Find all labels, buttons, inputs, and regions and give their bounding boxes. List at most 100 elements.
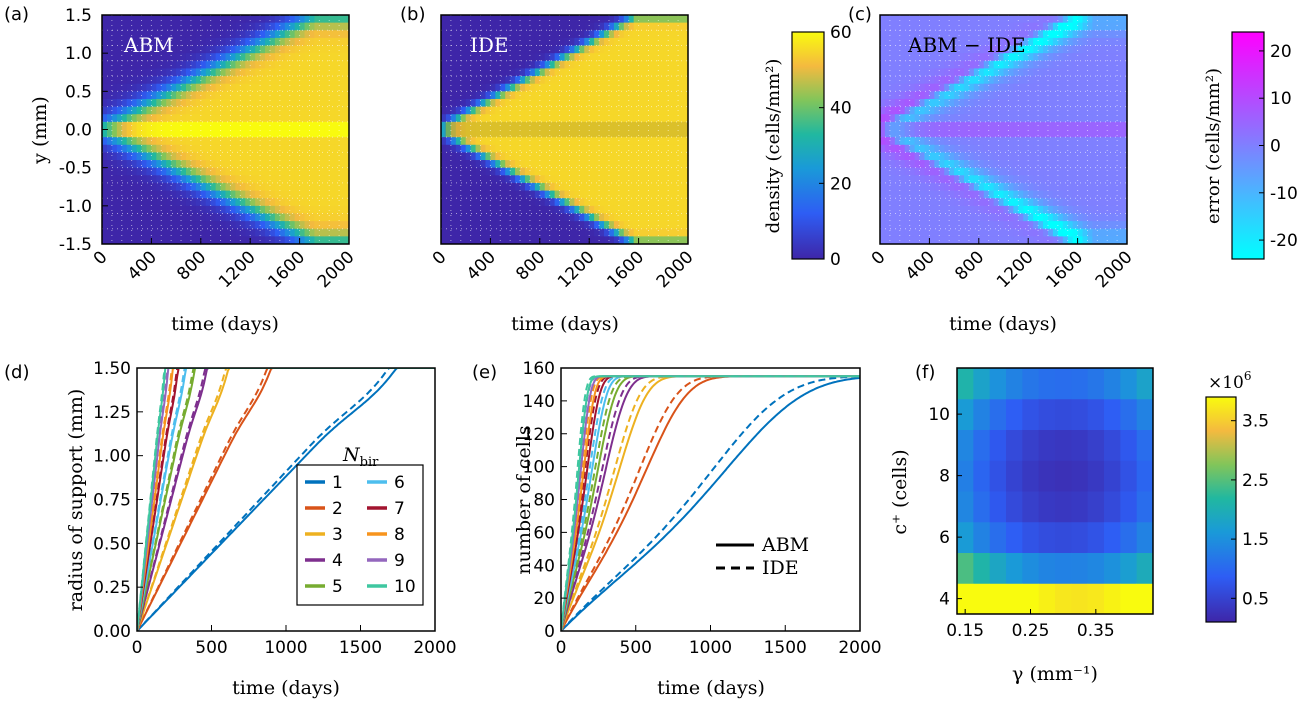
heat-cell <box>116 106 123 115</box>
heat-cell <box>1082 91 1089 100</box>
heat-cell <box>284 152 291 161</box>
heat-cell <box>633 114 640 123</box>
heat-cell <box>515 221 521 230</box>
heat-cell <box>505 15 511 24</box>
heat-cell <box>1102 205 1108 215</box>
heat-cell <box>589 160 595 169</box>
heat-cell <box>329 121 335 131</box>
heat-cell <box>663 37 669 47</box>
heat-cell <box>968 60 975 70</box>
heat-cell <box>574 98 580 108</box>
heat-cell <box>1055 460 1072 492</box>
heat-cell <box>324 45 330 54</box>
heat-cell <box>156 83 162 92</box>
heat-cell <box>559 129 566 138</box>
heat-cell <box>993 182 1000 192</box>
heat-cell <box>1112 175 1118 184</box>
heat-cell <box>1102 160 1108 169</box>
heat-cell <box>608 15 615 24</box>
heat-cell <box>279 137 286 146</box>
heat-cell <box>569 221 575 230</box>
series-abm-1 <box>561 376 860 631</box>
heat-cell <box>269 167 276 176</box>
heat-cell <box>998 106 1005 115</box>
heat-cell <box>559 182 566 192</box>
heat-cell <box>618 144 625 153</box>
heat-cell <box>959 15 965 24</box>
heat-cell <box>880 106 886 115</box>
heat-cell <box>1033 175 1039 184</box>
heat-cell <box>1043 114 1049 123</box>
heat-cell <box>156 15 162 24</box>
heat-cell <box>959 160 965 169</box>
heat-cell <box>549 137 556 146</box>
heat-cell <box>1057 114 1064 123</box>
heat-cell <box>959 213 965 222</box>
heat-cell <box>658 53 664 62</box>
heat-cell <box>924 68 930 77</box>
heat-cell <box>480 15 487 24</box>
heat-cell <box>260 37 266 47</box>
heat-cell <box>1038 129 1044 138</box>
heat-cell <box>1018 98 1024 108</box>
heat-cell <box>968 152 975 161</box>
heat-cell <box>269 144 276 153</box>
heat-cell <box>939 30 945 39</box>
heat-cell <box>1097 213 1103 222</box>
heat-cell <box>106 68 113 77</box>
heat-cell <box>455 205 462 215</box>
heat-cell <box>1013 221 1019 230</box>
heat-cell <box>963 182 970 192</box>
heat-cell <box>1082 236 1089 244</box>
heat-cell <box>176 91 182 100</box>
heat-cell <box>495 160 501 169</box>
heat-cell <box>156 190 162 199</box>
heat-cell <box>269 83 276 92</box>
heat-cell <box>255 121 261 131</box>
heat-cell <box>269 68 276 77</box>
heat-cell <box>618 213 625 222</box>
heat-cell <box>633 45 640 54</box>
heat-cell <box>1112 98 1118 108</box>
heat-cell <box>176 60 182 70</box>
heat-cell <box>141 83 148 92</box>
heat-cell <box>1013 160 1019 169</box>
heat-cell <box>968 198 975 207</box>
heat-cell <box>240 236 246 244</box>
heat-cell <box>663 152 669 161</box>
heat-cell <box>161 175 167 184</box>
heat-cell <box>1072 53 1079 62</box>
heat-cell <box>485 182 491 192</box>
heat-cell <box>480 129 487 138</box>
heat-cell <box>673 76 679 85</box>
heat-cell <box>534 68 541 77</box>
heat-cell <box>190 144 197 153</box>
heat-cell <box>623 182 630 192</box>
heat-cell <box>515 37 521 47</box>
heat-cell <box>319 129 325 138</box>
heat-cell <box>1087 160 1094 169</box>
heat-cell <box>460 129 467 138</box>
heat-cell <box>1067 83 1074 92</box>
heat-cell <box>205 236 212 244</box>
heat-cell <box>1117 15 1123 24</box>
heat-cell <box>500 182 506 192</box>
heat-cell <box>441 152 447 161</box>
heat-cell <box>1018 236 1024 244</box>
heat-cell <box>894 205 901 215</box>
heat-cell <box>445 37 452 47</box>
heat-cell <box>1077 15 1084 24</box>
heat-cell <box>319 160 325 169</box>
heat-cell <box>954 98 960 108</box>
heat-cell <box>998 121 1005 131</box>
heat-cell <box>564 83 571 92</box>
heat-cell <box>480 167 487 176</box>
heat-cell <box>589 15 595 24</box>
heat-cell <box>111 98 118 108</box>
heat-cell <box>344 175 349 184</box>
heat-cell <box>235 228 241 237</box>
heat-cell <box>319 114 325 123</box>
panel-d-legend-title: Nbir <box>342 444 379 470</box>
heat-cell <box>146 152 152 161</box>
heat-cell <box>176 236 182 244</box>
